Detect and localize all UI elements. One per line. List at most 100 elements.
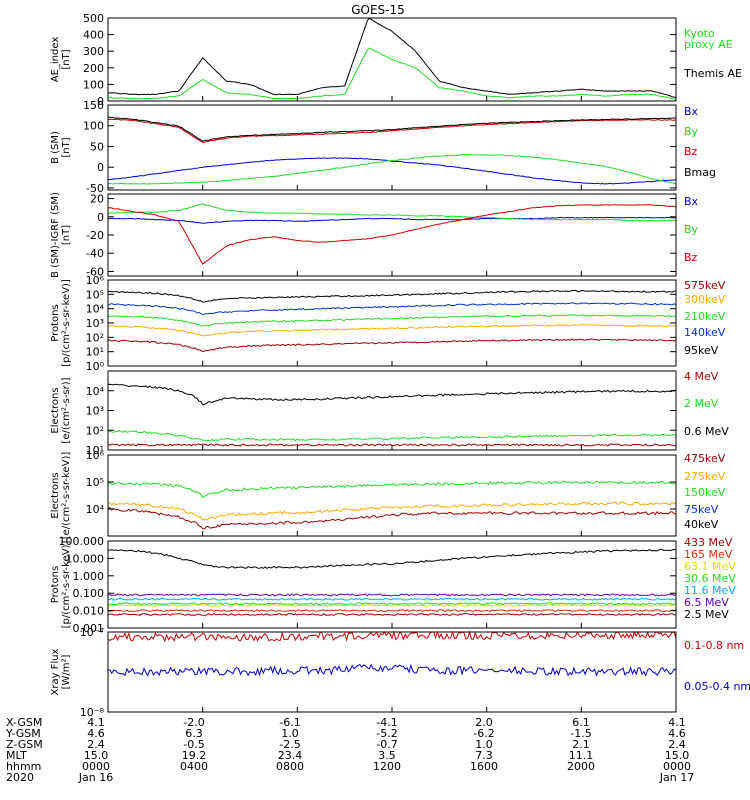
ylabel: Electrons — [50, 387, 61, 433]
ytick-label: 10⁻⁸ — [80, 706, 105, 719]
orbit-cell: 2.0 — [475, 716, 493, 729]
panel-bigrf: 20 0 -20 -40 -60 B (SM)-IGRF (SM) [nT] Bx By Bz — [50, 192, 699, 278]
orbit-cell: 4.1 — [87, 716, 105, 729]
ytick-label: 100 — [83, 120, 104, 133]
orbit-cell: 2.4 — [87, 738, 105, 751]
ylabel: [nT] — [61, 49, 72, 69]
orbit-row-label: X-GSM — [6, 716, 42, 729]
legend-label: 40keV — [684, 518, 719, 531]
orbit-cell: -4.1 — [376, 716, 397, 729]
legend-label: 63.1 MeV — [684, 560, 736, 573]
panel-electrons_kev: 10⁶ 10⁵ 10⁴ Electrons [e/(cm²-s-sr-keV)] 475k… — [50, 449, 726, 539]
orbit-row-label: hhmm — [6, 760, 41, 773]
orbit-cell: 0800 — [276, 760, 304, 773]
ylabel: [p/(cm²-s-sr-keV)] — [61, 541, 72, 629]
panel-protons_high: 100.000 10.000 1.000 0.100 0.010 0.001 Protons… — [50, 535, 736, 635]
legend-label: 275keV — [684, 470, 726, 483]
series-protons_low-1 — [107, 324, 677, 337]
orbit-table: X-GSM 4.1 -2.0 -6.1 -4.1 2.0 6.1 4.1 Y-GSM 4.6 6.3… — [5, 716, 694, 784]
orbit-cell: -2.5 — [279, 738, 300, 751]
orbit-cell: 2.1 — [572, 738, 590, 751]
legend-label: 11.6 MeV — [684, 584, 736, 597]
ytick-label: 10⁰ — [86, 360, 105, 373]
series-bsm-2 — [107, 118, 677, 143]
orbit-cell: 1200 — [373, 760, 401, 773]
orbit-cell: 0000 — [82, 760, 110, 773]
panel-electrons_mev: 10⁴ 10³ 10² 10¹ Electrons [e/(cm²-s-sr)] 4 MeV… — [50, 370, 729, 457]
legend-label: Bz — [684, 145, 698, 158]
series-xray-0 — [107, 630, 677, 643]
ytick-label: 200 — [83, 62, 104, 75]
ylabel: Protons — [50, 566, 61, 603]
ylabel: [nT] — [61, 137, 72, 157]
series-electrons_mev-1 — [107, 429, 677, 442]
series-protons_low-2 — [107, 314, 677, 327]
panel-frame-electrons_kev — [107, 454, 677, 537]
ylabel: [e/(cm²-s-sr)] — [61, 377, 72, 443]
orbit-cell: 6.3 — [185, 727, 203, 740]
ytick-label: 10⁶ — [86, 449, 105, 462]
series-protons_high-6 — [107, 548, 677, 570]
series-electrons_kev-0 — [107, 507, 677, 530]
ytick-label: 300 — [83, 45, 104, 58]
legend-label: Bz — [684, 251, 698, 264]
orbit-cell: 1600 — [470, 760, 498, 773]
panel-frame-bsm — [107, 104, 677, 191]
legend-label: 575keV — [684, 279, 726, 292]
ytick-label: 0 — [97, 95, 104, 108]
ytick-label: 150 — [83, 99, 104, 112]
legend-label: 2 MeV — [684, 397, 719, 410]
ytick-label: 10² — [86, 424, 104, 437]
ytick-label: -60 — [86, 265, 104, 278]
orbit-cell: -1.5 — [570, 727, 591, 740]
ytick-label: 400 — [83, 29, 104, 42]
series-bsm-1 — [107, 153, 677, 185]
orbit-cell: 0400 — [180, 760, 208, 773]
legend-label: 165 MeV — [684, 548, 733, 561]
ytick-label: 10⁴ — [86, 503, 105, 516]
legend-label: 433 MeV — [684, 536, 733, 549]
legend-label: 4 MeV — [684, 370, 719, 383]
ylabel: [W/m²] — [61, 654, 72, 689]
orbit-cell: 4.6 — [668, 727, 686, 740]
orbit-cell: -5.2 — [376, 727, 397, 740]
ytick-label: 50 — [90, 140, 104, 153]
orbit-row-label: MLT — [6, 749, 27, 762]
ylabel: [nT] — [61, 225, 72, 245]
legend-label: 2.5 MeV — [684, 608, 729, 621]
series-bsm-0 — [108, 157, 677, 185]
series-protons_high-1 — [107, 609, 677, 613]
series-protons_low-3 — [107, 302, 677, 316]
orbit-cell: -0.5 — [183, 738, 204, 751]
legend-label: 140keV — [684, 326, 726, 339]
orbit-cell: 7.3 — [475, 749, 493, 762]
ytick-label: 100.000 — [59, 535, 105, 548]
ylabel: B (SM) — [50, 131, 61, 164]
orbit-cell: Jan 16 — [78, 771, 113, 784]
orbit-cell: 15.0 — [665, 749, 690, 762]
ytick-label: -40 — [86, 247, 104, 260]
legend-label: 6.5 MeV — [684, 596, 729, 609]
legend-label: By — [684, 125, 699, 138]
legend-label: Themis AE — [683, 67, 742, 80]
legend-label: 95keV — [684, 344, 719, 357]
panel-xray: 10⁻⁷ 10⁻⁸ Xray Flux [W/m²] 0.1-0.8 nm 0.05-0.… — [50, 626, 750, 719]
orbit-cell: 6.1 — [572, 716, 590, 729]
panel-bsm: 150 100 50 0 -50 B (SM) [nT] Bx By Bz Bmag — [50, 99, 716, 195]
ylabel: [e/(cm²-s-sr-keV)] — [61, 452, 72, 540]
legend-label: 475keV — [684, 452, 726, 465]
ytick-label: 0.010 — [73, 605, 105, 618]
series-protons_high-5 — [107, 593, 677, 597]
ytick-label: 0.100 — [73, 587, 105, 600]
ylabel: B (SM)-IGRF (SM) — [50, 192, 61, 278]
legend-label: Bmag — [684, 166, 716, 179]
series-bigrf-1 — [107, 203, 677, 222]
ytick-label: 10⁵ — [86, 476, 104, 489]
ytick-label: -20 — [86, 229, 104, 242]
orbit-cell: 1.0 — [281, 727, 299, 740]
legend-label: 0.05-0.4 nm — [684, 680, 750, 693]
orbit-cell: 2000 — [567, 760, 595, 773]
chart-title: GOES-15 — [351, 3, 405, 17]
ytick-label: 10¹ — [86, 346, 104, 359]
ytick-label: 1.000 — [73, 570, 105, 583]
